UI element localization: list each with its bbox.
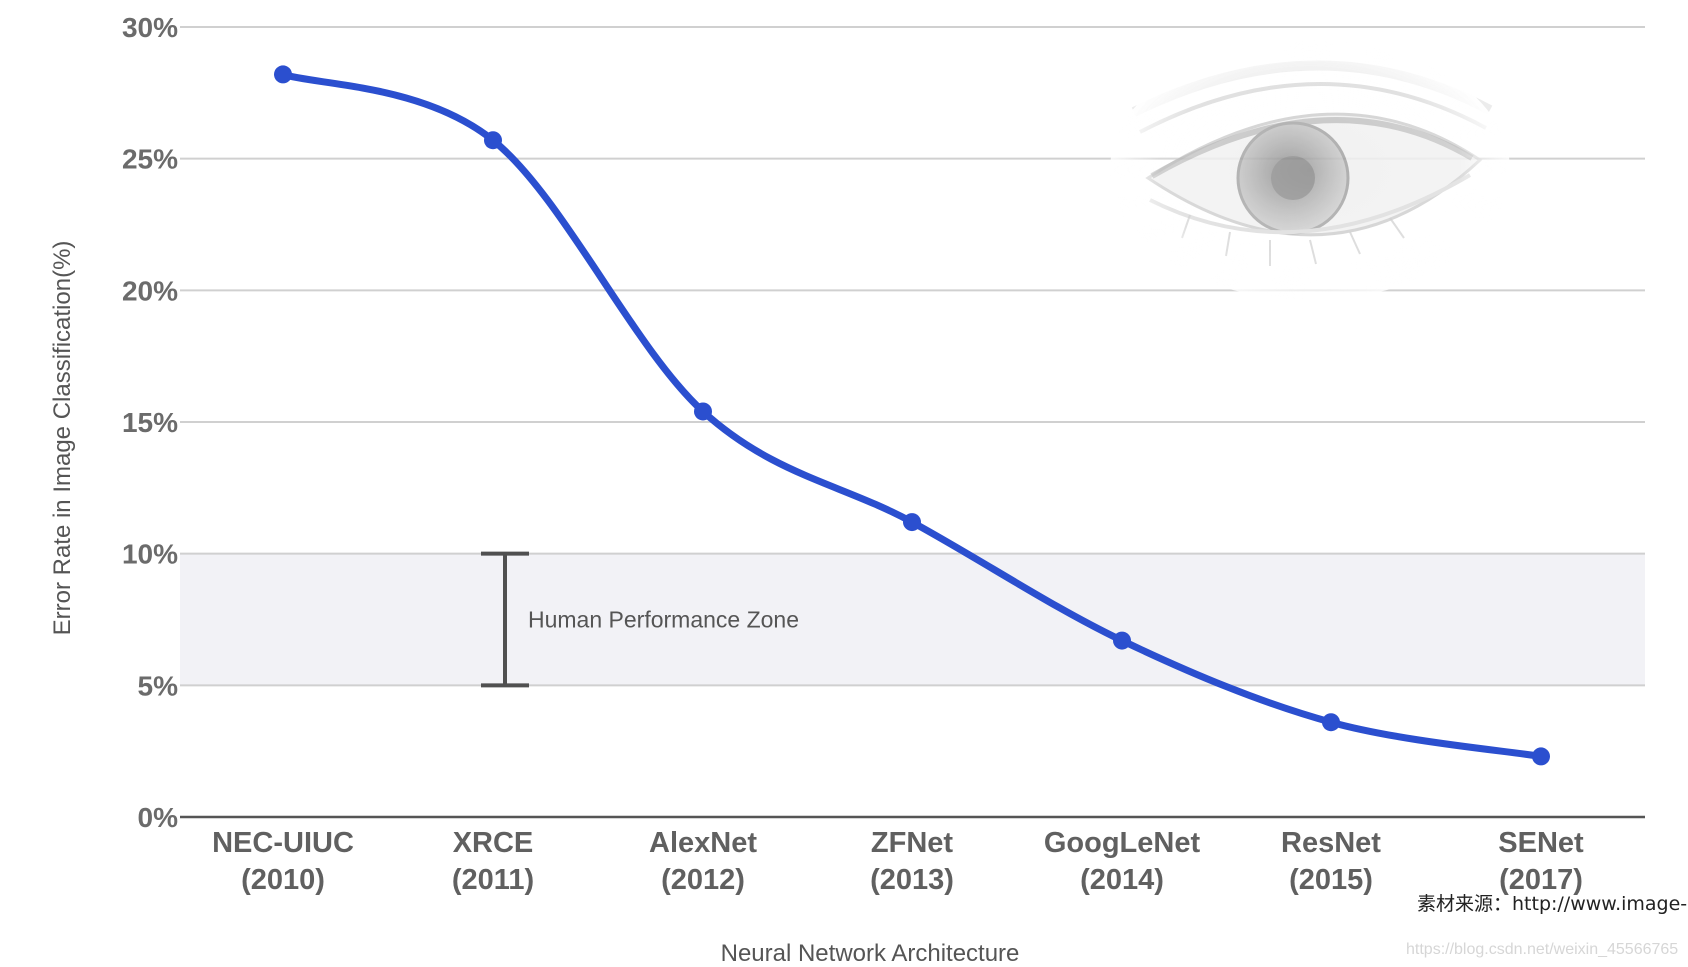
x-category-label: AlexNet (2012) <box>649 827 757 896</box>
source-credit-text: 素材来源：http://www.image-n <box>1417 893 1688 915</box>
y-axis-title: Error Rate in Image Classification(%) <box>49 241 76 636</box>
x-category-label: NEC-UIUC (2010) <box>212 827 354 896</box>
y-tick-label: 15% <box>122 407 178 438</box>
gridlines <box>180 26 1645 687</box>
eye-photo <box>1110 40 1510 300</box>
y-tick-label: 10% <box>122 539 178 570</box>
x-axis-title: Neural Network Architecture <box>721 940 1020 967</box>
data-point <box>903 513 921 532</box>
series-points <box>274 65 1550 766</box>
data-point <box>1113 631 1131 650</box>
human-performance-zone-label: Human Performance Zone <box>528 607 799 633</box>
y-tick-label: 25% <box>122 144 178 175</box>
data-point <box>1322 713 1340 732</box>
watermark-text: https://blog.csdn.net/weixin_45566765 <box>1406 941 1678 958</box>
y-tick-label: 20% <box>122 275 178 306</box>
x-category-label: ZFNet (2013) <box>870 827 954 896</box>
human-performance-zone-annotation: Human Performance Zone <box>481 551 799 688</box>
y-tick-label: 0% <box>138 802 179 833</box>
y-tick-label: 5% <box>138 670 179 701</box>
data-point <box>694 402 712 421</box>
data-point <box>1532 747 1550 766</box>
data-point <box>274 65 292 84</box>
x-category-label: ResNet (2015) <box>1281 827 1381 896</box>
x-axis-categories: NEC-UIUC (2010) XRCE (2011) AlexNet (2012) ZFN… <box>212 827 1584 896</box>
human-performance-zone-band <box>180 553 1645 686</box>
data-point <box>484 131 502 150</box>
x-category-label: GoogLeNet (2014) <box>1044 827 1201 896</box>
y-tick-label: 30% <box>122 12 178 43</box>
x-category-label: SENet (2017) <box>1498 827 1584 896</box>
y-axis-ticks: 0% 5% 10% 15% 20% 25% 30% <box>122 12 178 833</box>
x-category-label: XRCE (2011) <box>452 827 534 896</box>
